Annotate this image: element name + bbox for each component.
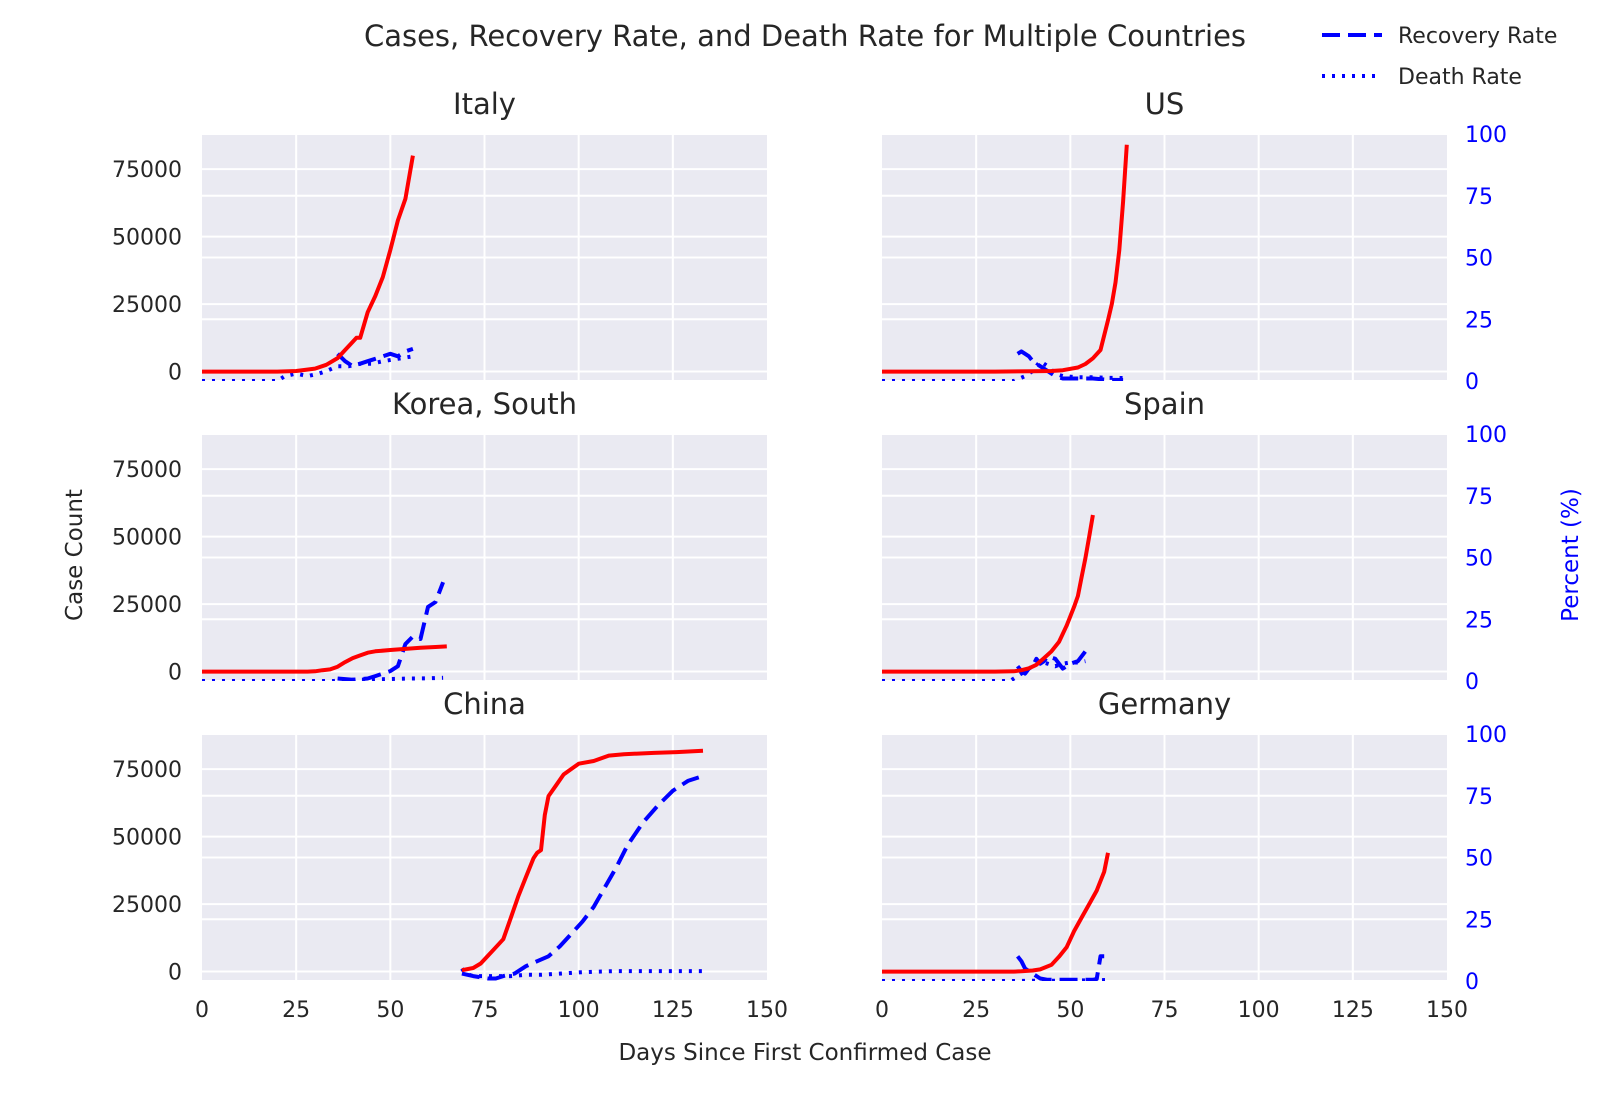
y-left-tick-label: 0	[168, 361, 182, 386]
figure-title: Cases, Recovery Rate, and Death Rate for…	[364, 19, 1246, 53]
y-left-tick-label: 0	[168, 661, 182, 686]
y-left-tick-label: 50000	[112, 826, 182, 851]
series-death-rate-korea-south	[202, 675, 444, 681]
y-right-tick-label: 75	[1465, 185, 1493, 210]
y-axis-right-label: Percent (%)	[1558, 488, 1584, 622]
subplot-italy: Italy 0 25000 50000 75000	[112, 87, 767, 386]
y-right-tick-label: 100	[1465, 123, 1507, 148]
series-recovery-rate-italy	[336, 347, 414, 369]
x-tick-label: 75	[471, 998, 499, 1023]
y-right-tick-label: 0	[1465, 970, 1479, 995]
x-tick-label: 100	[1238, 998, 1280, 1023]
subplot-title-spain: Spain	[1124, 387, 1205, 421]
subplot-china: China 0 25000 50000 75000 0 25 50 75 100 125 150	[112, 687, 788, 1023]
series-death-rate-china	[460, 967, 703, 979]
y-right-tick-label: 25	[1465, 908, 1493, 933]
x-tick-label: 75	[1151, 998, 1179, 1023]
y-right-tick-label: 0	[1465, 670, 1479, 695]
series-cases-germany	[882, 852, 1110, 974]
series-recovery-rate-korea-south	[337, 581, 445, 681]
y-left-tick-label: 75000	[112, 758, 182, 783]
y-right-tick-label: 50	[1465, 847, 1493, 872]
y-right-tick-label: 75	[1465, 785, 1493, 810]
subplots: Italy0250005000075000US0255075100Korea, …	[112, 87, 1507, 1023]
y-right-tick-label: 50	[1465, 547, 1493, 572]
series-cases-korea-south	[202, 644, 447, 674]
subplot-germany: Germany 0 25 50 75 100 0 25 50 75 100 125 150	[875, 687, 1507, 1023]
y-right-tick-label: 25	[1465, 608, 1493, 633]
x-tick-label: 50	[1056, 998, 1084, 1023]
series-recovery-rate-spain	[1016, 647, 1091, 676]
y-right-tick-label: 0	[1465, 370, 1479, 395]
x-tick-label: 25	[962, 998, 990, 1023]
x-tick-label: 0	[875, 998, 889, 1023]
legend-death-rate-label: Death Rate	[1398, 65, 1522, 90]
y-right-tick-label: 25	[1465, 308, 1493, 333]
subplot-title-germany: Germany	[1098, 687, 1231, 721]
x-tick-label: 25	[282, 998, 310, 1023]
series-cases-italy	[202, 155, 415, 374]
subplot-spain: Spain 0 25 50 75 100	[882, 387, 1507, 695]
legend-recovery-rate-label: Recovery Rate	[1398, 24, 1557, 49]
y-left-tick-label: 50000	[112, 226, 182, 251]
y-left-tick-label: 25000	[112, 893, 182, 918]
x-tick-label: 125	[652, 998, 694, 1023]
series-death-rate-us	[882, 359, 1124, 381]
y-right-tick-label: 100	[1465, 723, 1507, 748]
subplot-title-korea-south: Korea, South	[392, 387, 577, 421]
subplot-title-china: China	[443, 687, 526, 721]
y-left-tick-label: 25000	[112, 593, 182, 618]
series-cases-china	[461, 748, 704, 973]
y-left-tick-label: 75000	[112, 158, 182, 183]
x-tick-label: 125	[1332, 998, 1374, 1023]
x-tick-label: 150	[1426, 998, 1468, 1023]
subplot-title-us: US	[1145, 87, 1185, 121]
y-left-tick-label: 25000	[112, 293, 182, 318]
y-left-tick-label: 50000	[112, 526, 182, 551]
y-left-tick-label: 75000	[112, 458, 182, 483]
x-tick-label: 100	[558, 998, 600, 1023]
subplot-title-italy: Italy	[453, 87, 516, 121]
series-recovery-rate-china	[461, 774, 704, 981]
subplot-korea-south: Korea, South 0 25000 50000 75000	[112, 387, 767, 686]
x-axis-label: Days Since First Confirmed Case	[618, 1040, 991, 1066]
y-axis-left-label: Case Count	[62, 489, 88, 621]
subplot-us: US 0 25 50 75 100	[882, 87, 1507, 395]
x-tick-label: 0	[195, 998, 209, 1023]
x-tick-label: 50	[376, 998, 404, 1023]
x-tick-label: 150	[746, 998, 788, 1023]
y-left-tick-label: 0	[168, 961, 182, 986]
series-cases-us	[882, 144, 1129, 374]
y-right-tick-label: 50	[1465, 247, 1493, 272]
y-right-tick-label: 75	[1465, 485, 1493, 510]
legend: Recovery Rate Death Rate	[1322, 24, 1557, 90]
series-cases-spain	[882, 514, 1095, 674]
y-right-tick-label: 100	[1465, 423, 1507, 448]
